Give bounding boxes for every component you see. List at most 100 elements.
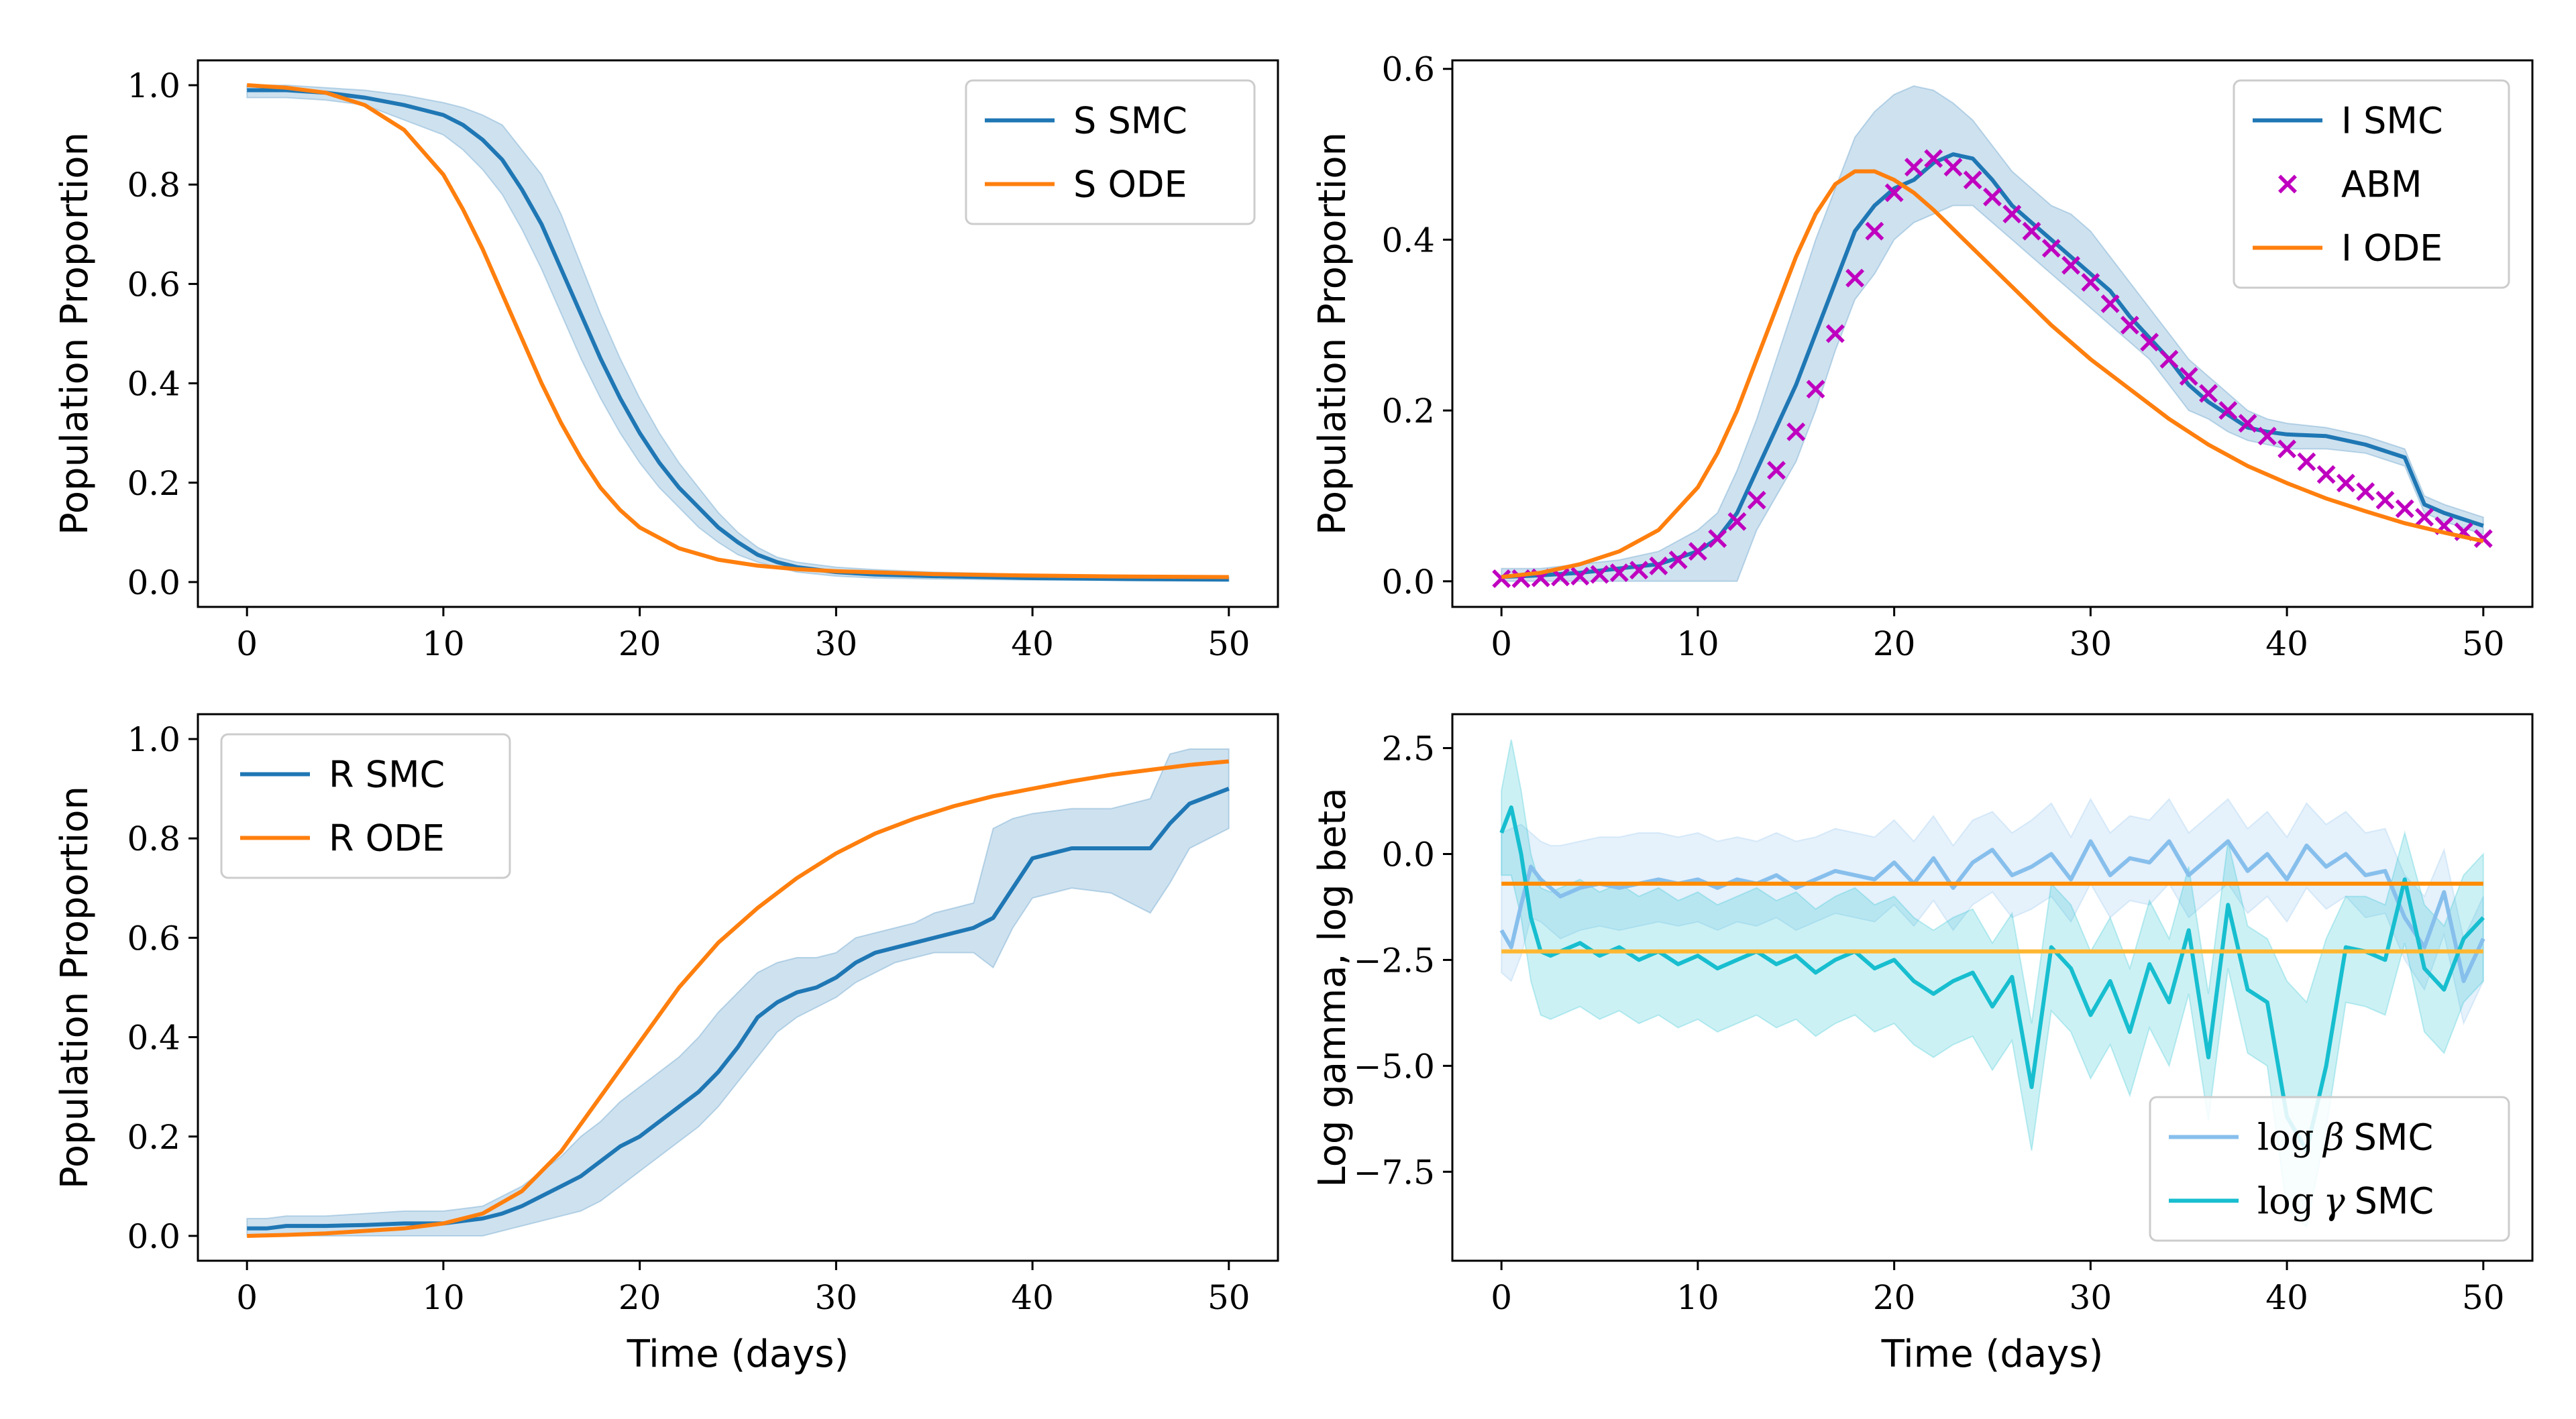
- scatter-marker: [1884, 183, 1904, 203]
- scatter-marker: [1492, 569, 1511, 588]
- x-tick-label: 40: [2265, 1278, 2308, 1317]
- x-tick-label: 40: [1011, 1278, 1054, 1317]
- scatter-marker: [2356, 482, 2375, 502]
- legend-box: [220, 733, 511, 879]
- scatter-marker: [2473, 529, 2493, 549]
- y-tick-label: 1.0: [127, 66, 180, 105]
- x-tick-label: 0: [236, 1278, 258, 1317]
- scatter-marker: [2336, 473, 2355, 493]
- scatter-marker: [2375, 490, 2395, 510]
- legend-label: S ODE: [1073, 164, 1187, 206]
- legend-suffix: SMC: [2355, 1180, 2434, 1223]
- scatter-marker: [1963, 170, 1982, 190]
- x-tick-label: 30: [2070, 624, 2112, 663]
- y-tick-label: 0.4: [1381, 221, 1435, 260]
- y-tick-label: 2.5: [1381, 730, 1435, 769]
- scatter-marker: [1649, 556, 1668, 575]
- x-axis-label: Time (days): [627, 1332, 849, 1376]
- scatter-marker: [2238, 414, 2257, 433]
- x-tick-label: 20: [1873, 1278, 1916, 1317]
- scatter-marker: [2297, 452, 2316, 471]
- scatter-marker: [1747, 490, 1766, 510]
- scatter-marker: [2140, 333, 2159, 352]
- y-tick-label: 0.0: [1381, 835, 1435, 874]
- x-tick-label: 40: [2265, 624, 2308, 663]
- legend-entry: I SMC: [2253, 100, 2443, 142]
- x-tick-label: 10: [422, 624, 465, 663]
- scatter-marker: [1668, 551, 1688, 569]
- x-tick-label: 50: [1208, 1278, 1250, 1317]
- scatter-marker: [1806, 380, 1825, 399]
- scatter-marker: [2415, 508, 2434, 527]
- legend-math-log: log: [2257, 1180, 2314, 1223]
- y-tick-label: 1.0: [127, 720, 180, 759]
- scatter-marker: [1609, 563, 1629, 583]
- legend-box: [2149, 1096, 2510, 1242]
- legend-suffix: SMC: [2354, 1117, 2434, 1159]
- scatter-marker: [1786, 422, 1806, 441]
- y-tick-label: 0.4: [127, 1019, 180, 1058]
- legend-box: [2233, 79, 2510, 289]
- scatter-marker: [2395, 499, 2414, 518]
- y-tick-label: 0.0: [1381, 563, 1435, 602]
- scatter-marker: [2022, 221, 2041, 241]
- legend-entry: S SMC: [985, 100, 1187, 142]
- uncertainty-band: [246, 748, 1230, 1237]
- axes-frame: [197, 713, 1279, 1262]
- legend: R SMC R ODE: [220, 733, 511, 879]
- scatter-marker: [1688, 542, 1707, 561]
- scatter-marker: [1708, 529, 1727, 549]
- chart-panel-R: 0 10 20 30 40 50 0.0 0.2 0.4 0.6 0.8 1.0 Population …: [53, 713, 1279, 1376]
- legend-math-greek: β: [2322, 1117, 2344, 1159]
- x-tick-label: 0: [236, 624, 258, 663]
- axes-frame: [1451, 713, 2534, 1262]
- scatter-marker: [1590, 565, 1609, 584]
- scatter-marker: [1570, 567, 1590, 586]
- scatter-marker: [1845, 268, 1865, 288]
- series-line: [247, 83, 1229, 579]
- legend-label: log γ SMC: [2257, 1180, 2434, 1223]
- x-tick-label: 20: [619, 624, 661, 663]
- series-line: [1501, 169, 2484, 579]
- series-line: [1499, 839, 2485, 983]
- legend-label: ABM: [2341, 164, 2422, 206]
- scatter-marker: [1983, 187, 2002, 207]
- axes-frame: [197, 59, 1279, 608]
- y-tick-label: 0.6: [1381, 50, 1435, 89]
- x-tick-label: 0: [1491, 624, 1512, 663]
- scatter-marker: [2199, 384, 2218, 403]
- y-tick-label: −5.0: [1354, 1047, 1435, 1086]
- y-tick-label: 0.6: [127, 919, 180, 958]
- y-tick-label: 0.8: [127, 819, 180, 858]
- plot-area: [246, 83, 1230, 582]
- x-tick-label: 50: [1208, 624, 1250, 663]
- legend-entry: S ODE: [985, 164, 1187, 206]
- x-tick-label: 30: [2070, 1278, 2112, 1317]
- scatter-marker: [2120, 315, 2139, 335]
- legend-math-log: log: [2257, 1117, 2314, 1159]
- y-tick-label: 0.6: [127, 265, 180, 304]
- y-tick-label: −2.5: [1354, 941, 1435, 980]
- scatter-marker: [2159, 349, 2179, 369]
- legend-label: R ODE: [329, 817, 445, 860]
- x-tick-label: 40: [1011, 624, 1054, 663]
- y-tick-label: 0.4: [127, 365, 180, 404]
- plot-area: [246, 748, 1230, 1238]
- x-tick-label: 20: [1873, 624, 1916, 663]
- legend-label: S SMC: [1073, 100, 1187, 142]
- scatter-marker: [1727, 512, 1747, 531]
- scatter-marker: [2100, 294, 2120, 313]
- y-axis-label: Population Proportion: [53, 132, 97, 535]
- chart-panel-I: 0 10 20 30 40 50 0.0 0.2 0.4 0.6 Population Propor…: [1311, 50, 2534, 663]
- y-axis-label: Population Proportion: [1311, 132, 1354, 535]
- y-tick-label: 0.0: [127, 1217, 180, 1256]
- scatter-marker: [1924, 149, 1943, 168]
- x-tick-label: 30: [815, 624, 858, 663]
- scatter-marker: [2061, 256, 2081, 275]
- y-axis-label: Log gamma, log beta: [1311, 787, 1354, 1187]
- series-line: [247, 759, 1230, 1238]
- legend: S SMC S ODE: [965, 79, 1256, 225]
